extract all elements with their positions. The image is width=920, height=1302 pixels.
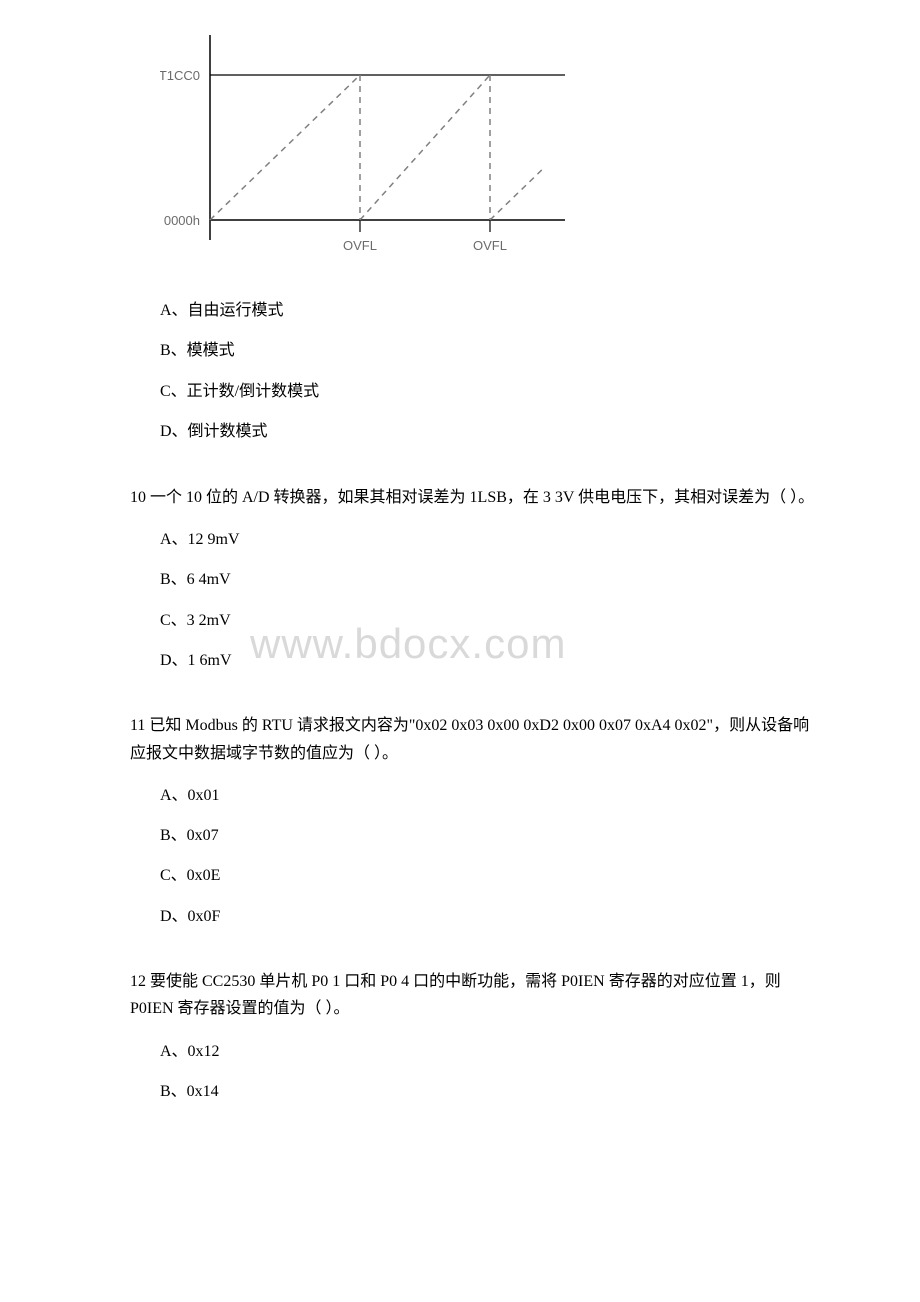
document-content: T1CC0 0000h OVFL OVFL A、自由运行模式 B、模模式 C、正计数/…: [130, 30, 820, 1103]
q11-option-c: C、0x0E: [160, 865, 820, 887]
svg-text:OVFL: OVFL: [343, 238, 377, 253]
q10-option-d: D、1 6mV: [160, 650, 820, 672]
q9-option-d: D、倒计数模式: [160, 421, 820, 443]
q12-option-a: A、0x12: [160, 1041, 820, 1063]
q11-text: 11 已知 Modbus 的 RTU 请求报文内容为"0x02 0x03 0x0…: [130, 712, 820, 766]
svg-text:T1CC0: T1CC0: [160, 68, 200, 83]
timer-diagram: T1CC0 0000h OVFL OVFL: [160, 30, 820, 275]
q9-option-a: A、自由运行模式: [160, 300, 820, 322]
q11-option-b: B、0x07: [160, 825, 820, 847]
q10-text: 10 一个 10 位的 A/D 转换器，如果其相对误差为 1LSB，在 3 3V…: [130, 484, 820, 511]
q11-option-a: A、0x01: [160, 785, 820, 807]
q12-text: 12 要使能 CC2530 单片机 P0 1 口和 P0 4 口的中断功能，需将…: [130, 968, 820, 1022]
q10-option-b: B、6 4mV: [160, 569, 820, 591]
q9-option-c: C、正计数/倒计数模式: [160, 381, 820, 403]
svg-text:0000h: 0000h: [164, 213, 200, 228]
q12-option-b: B、0x14: [160, 1081, 820, 1103]
q10-option-c: C、3 2mV: [160, 610, 820, 632]
q10-option-a: A、12 9mV: [160, 529, 820, 551]
svg-text:OVFL: OVFL: [473, 238, 507, 253]
q9-option-b: B、模模式: [160, 340, 820, 362]
q11-option-d: D、0x0F: [160, 906, 820, 928]
